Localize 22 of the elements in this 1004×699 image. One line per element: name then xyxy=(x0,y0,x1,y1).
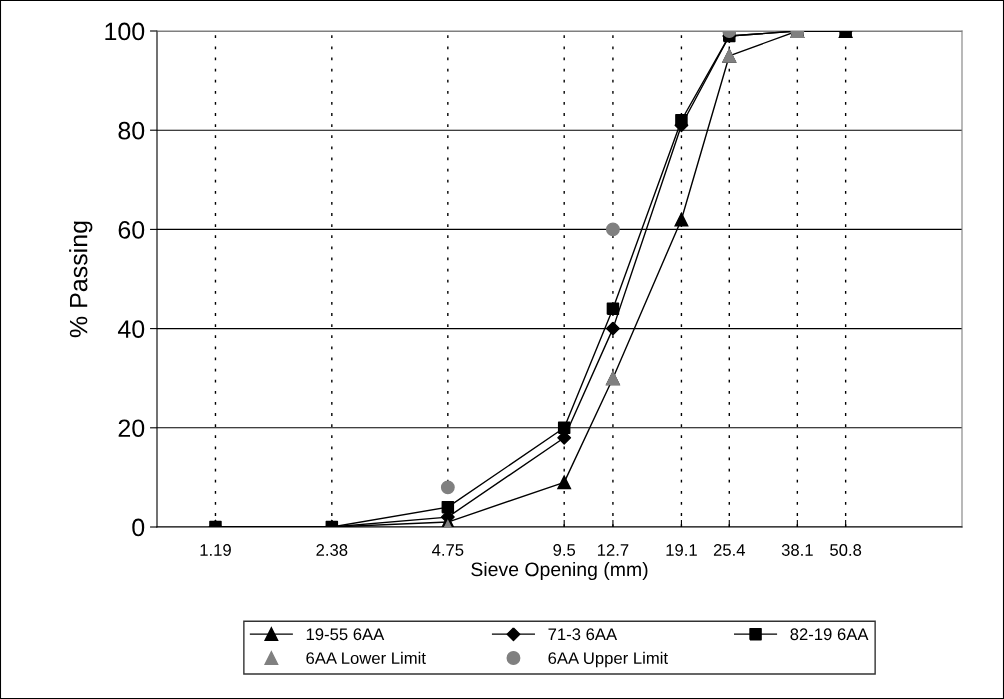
x-tick-label: 25.4 xyxy=(713,544,746,556)
y-tick-label: 60 xyxy=(118,221,145,239)
x-tick-label: 4.75 xyxy=(432,544,464,556)
x-tick-label: 2.38 xyxy=(316,544,348,556)
x-tick-label: 1.19 xyxy=(200,544,231,556)
y-tick-label: 0 xyxy=(132,518,145,537)
x-tick-label: 38.1 xyxy=(781,544,813,556)
y-tick-label: 80 xyxy=(118,121,145,140)
legend-label: 19-55 6AA xyxy=(306,628,385,641)
legend-label: 6AA Upper Limit xyxy=(548,651,668,668)
y-tick-label: 40 xyxy=(117,320,145,338)
x-tick-label: 9.5 xyxy=(553,544,576,556)
x-tick-label: 50.8 xyxy=(830,544,862,556)
x-axis-title: Sieve Opening (mm) xyxy=(471,561,648,581)
legend-label: 82-19 6AA xyxy=(790,628,869,641)
y-tick-label: 20 xyxy=(118,419,145,438)
y-tick-label: 100 xyxy=(105,22,145,41)
x-tick-label: 19.1 xyxy=(666,544,697,556)
y-axis-title: % Passing xyxy=(69,221,93,338)
x-tick-label: 12.7 xyxy=(597,544,629,556)
legend-label: 71-3 6AA xyxy=(548,628,618,641)
legend-label: 6AA Lower Limit xyxy=(306,651,426,665)
